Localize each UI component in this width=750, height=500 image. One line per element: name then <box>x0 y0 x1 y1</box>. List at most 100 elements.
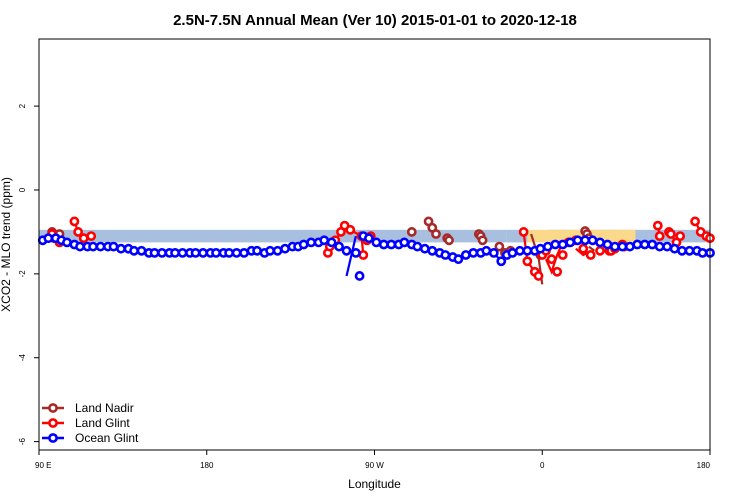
legend-marker-land-glint <box>48 418 58 428</box>
ocean-glint-point <box>550 239 561 250</box>
ocean-glint-point <box>639 239 650 250</box>
land-nadir-point <box>406 227 417 237</box>
ocean-glint-point <box>453 254 464 265</box>
ocean-glint-point <box>412 241 423 252</box>
land-glint-point <box>69 216 80 227</box>
ocean-glint-point <box>341 245 352 256</box>
ocean-glint-point <box>419 243 430 254</box>
ocean-glint-point <box>468 247 479 258</box>
ocean-glint-point <box>334 241 344 252</box>
ocean-glint-point <box>75 241 85 252</box>
land-glint-point <box>652 220 663 231</box>
x-tick-label: 90 W <box>365 461 384 470</box>
land-glint-point <box>665 229 676 239</box>
ocean-glint-point <box>677 245 687 256</box>
ocean-glint-point <box>272 245 283 256</box>
land-glint-point <box>546 254 557 265</box>
ocean-glint-point <box>488 247 499 258</box>
ocean-glint-point <box>386 239 397 250</box>
ocean-glint-point <box>507 247 518 258</box>
ocean-glint-point <box>190 247 201 258</box>
ocean-glint-point <box>149 247 160 258</box>
land-nadir-point <box>494 241 505 252</box>
ocean-glint-point <box>610 241 620 252</box>
land-nadir-point <box>477 235 488 246</box>
ocean-glint-point <box>399 237 410 248</box>
land-glint-point <box>595 245 605 256</box>
ocean-band <box>39 229 507 243</box>
ocean-glint-point <box>177 247 188 258</box>
ocean-glint-point <box>350 247 361 258</box>
x-tick-label: 180 <box>697 461 711 470</box>
x-tick-label: 0 <box>540 461 545 470</box>
land-glint-point <box>654 231 665 242</box>
ocean-glint-point <box>298 239 309 250</box>
ocean-glint-line <box>345 235 357 277</box>
ocean-glint-point <box>198 247 208 258</box>
ocean-glint-point <box>265 245 276 256</box>
legend-marker-land-nadir <box>48 403 58 413</box>
land-glint-point <box>533 271 544 281</box>
ocean-glint-point <box>43 233 54 244</box>
x-axis: 90 E 180 90 W 0 180 <box>35 450 711 470</box>
ocean-glint-point <box>522 245 533 256</box>
ocean-glint-point <box>170 247 180 258</box>
ocean-glint-point <box>587 235 598 246</box>
legend-label-land-nadir: Land Nadir <box>75 401 134 415</box>
ocean-glint-point <box>535 243 546 254</box>
ocean-glint-point <box>440 250 451 260</box>
ocean-glint-point <box>496 256 507 267</box>
chart-title: 2.5N-7.5N Annual Mean (Ver 10) 2015-01-0… <box>173 12 577 29</box>
land-glint-point <box>585 250 596 260</box>
land-band <box>527 229 548 243</box>
ocean-glint-point <box>306 237 317 248</box>
ocean-glint-point <box>684 245 695 256</box>
ocean-glint-point <box>542 241 553 252</box>
land-glint-point <box>73 227 84 237</box>
land-glint-point <box>690 216 700 227</box>
land-glint-point <box>552 266 563 277</box>
x-axis-label: Longitude <box>348 477 401 491</box>
land-glint-point <box>518 227 529 237</box>
land-glint-line <box>544 241 564 275</box>
ocean-glint-point <box>252 245 262 256</box>
x-tick-label: 90 E <box>35 461 51 470</box>
ocean-glint-point <box>211 247 221 258</box>
ocean-glint-point <box>481 245 492 256</box>
ocean-glint-point <box>697 247 708 258</box>
ocean-glint-point <box>231 247 242 258</box>
land-glint-point <box>358 250 369 260</box>
y-tick-label: 0 <box>18 187 27 192</box>
ocean-glint-point <box>580 235 591 246</box>
y-axis-label: XCO2 - MLO trend (ppm) <box>0 177 13 312</box>
land-nadir-point <box>444 235 454 246</box>
ocean-glint-point <box>319 235 330 246</box>
y-tick-label: 2 <box>18 103 27 108</box>
legend-marker-ocean-glint <box>48 433 58 443</box>
land-glint-point <box>557 250 568 260</box>
y-axis: -6 -4 -2 0 2 <box>18 103 39 445</box>
ocean-glint-point <box>565 237 576 248</box>
ocean-glint-point <box>624 241 635 252</box>
land-glint-point <box>345 224 356 235</box>
ocean-glint-point <box>514 245 525 256</box>
ocean-glint-point <box>62 237 72 248</box>
land-nadir-point <box>431 229 441 239</box>
ocean-glint-point <box>602 239 613 250</box>
ocean-glint-point <box>595 237 605 248</box>
ocean-glint-point <box>572 235 583 246</box>
ocean-glint-point <box>654 241 665 252</box>
ocean-glint-point <box>669 243 680 254</box>
ocean-glint-point <box>354 271 365 281</box>
ocean-glint-point <box>88 241 98 252</box>
x-tick-label: 180 <box>200 461 214 470</box>
ocean-glint-point <box>632 239 643 250</box>
ocean-glint-point <box>95 241 106 252</box>
ocean-glint-point <box>129 245 139 256</box>
legend-label-ocean-glint: Ocean Glint <box>75 431 139 445</box>
ocean-glint-point <box>364 233 374 244</box>
land-glint-point <box>522 256 533 267</box>
ocean-glint-point <box>280 243 290 254</box>
